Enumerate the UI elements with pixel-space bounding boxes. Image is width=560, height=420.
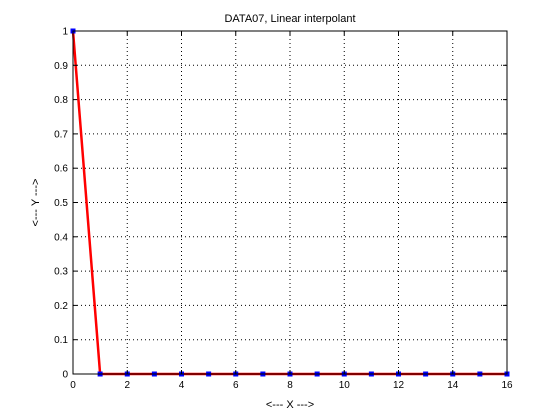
x-tick-label: 14: [447, 380, 459, 391]
y-tick-label: 0.7: [54, 129, 68, 140]
x-tick-label: 12: [393, 380, 405, 391]
y-axis-label: <--- Y --->: [30, 179, 42, 227]
x-axis-label: <--- X --->: [266, 399, 314, 411]
y-tick-label: 0.8: [54, 95, 68, 106]
x-tick-label: 4: [179, 380, 185, 391]
y-tick-label: 0.2: [54, 301, 68, 312]
y-tick-label: 0.3: [54, 267, 68, 278]
y-tick-label: 0.9: [54, 61, 68, 72]
y-tick-label: 0.6: [54, 164, 68, 175]
y-tick-label: 0: [62, 370, 68, 381]
y-tick-label: 0.5: [54, 198, 68, 209]
x-tick-label: 2: [124, 380, 130, 391]
grid: [73, 31, 507, 374]
x-tick-label: 8: [287, 380, 293, 391]
x-tick-label: 6: [233, 380, 239, 391]
y-tick-label: 0.1: [54, 335, 68, 346]
chart-title: DATA07, Linear interpolant: [224, 13, 355, 25]
y-tick-label: 0.4: [54, 232, 68, 243]
ticks: 0 2 4 6 8 10 12 14 16 0 0.1 0.2 0.3 0.4 0.5 0.6 0.7 0.8 0.…: [54, 27, 513, 392]
x-tick-label: 0: [70, 380, 76, 391]
x-tick-label: 16: [501, 380, 513, 391]
y-tick-label: 1: [62, 27, 68, 38]
x-tick-label: 10: [339, 380, 351, 391]
